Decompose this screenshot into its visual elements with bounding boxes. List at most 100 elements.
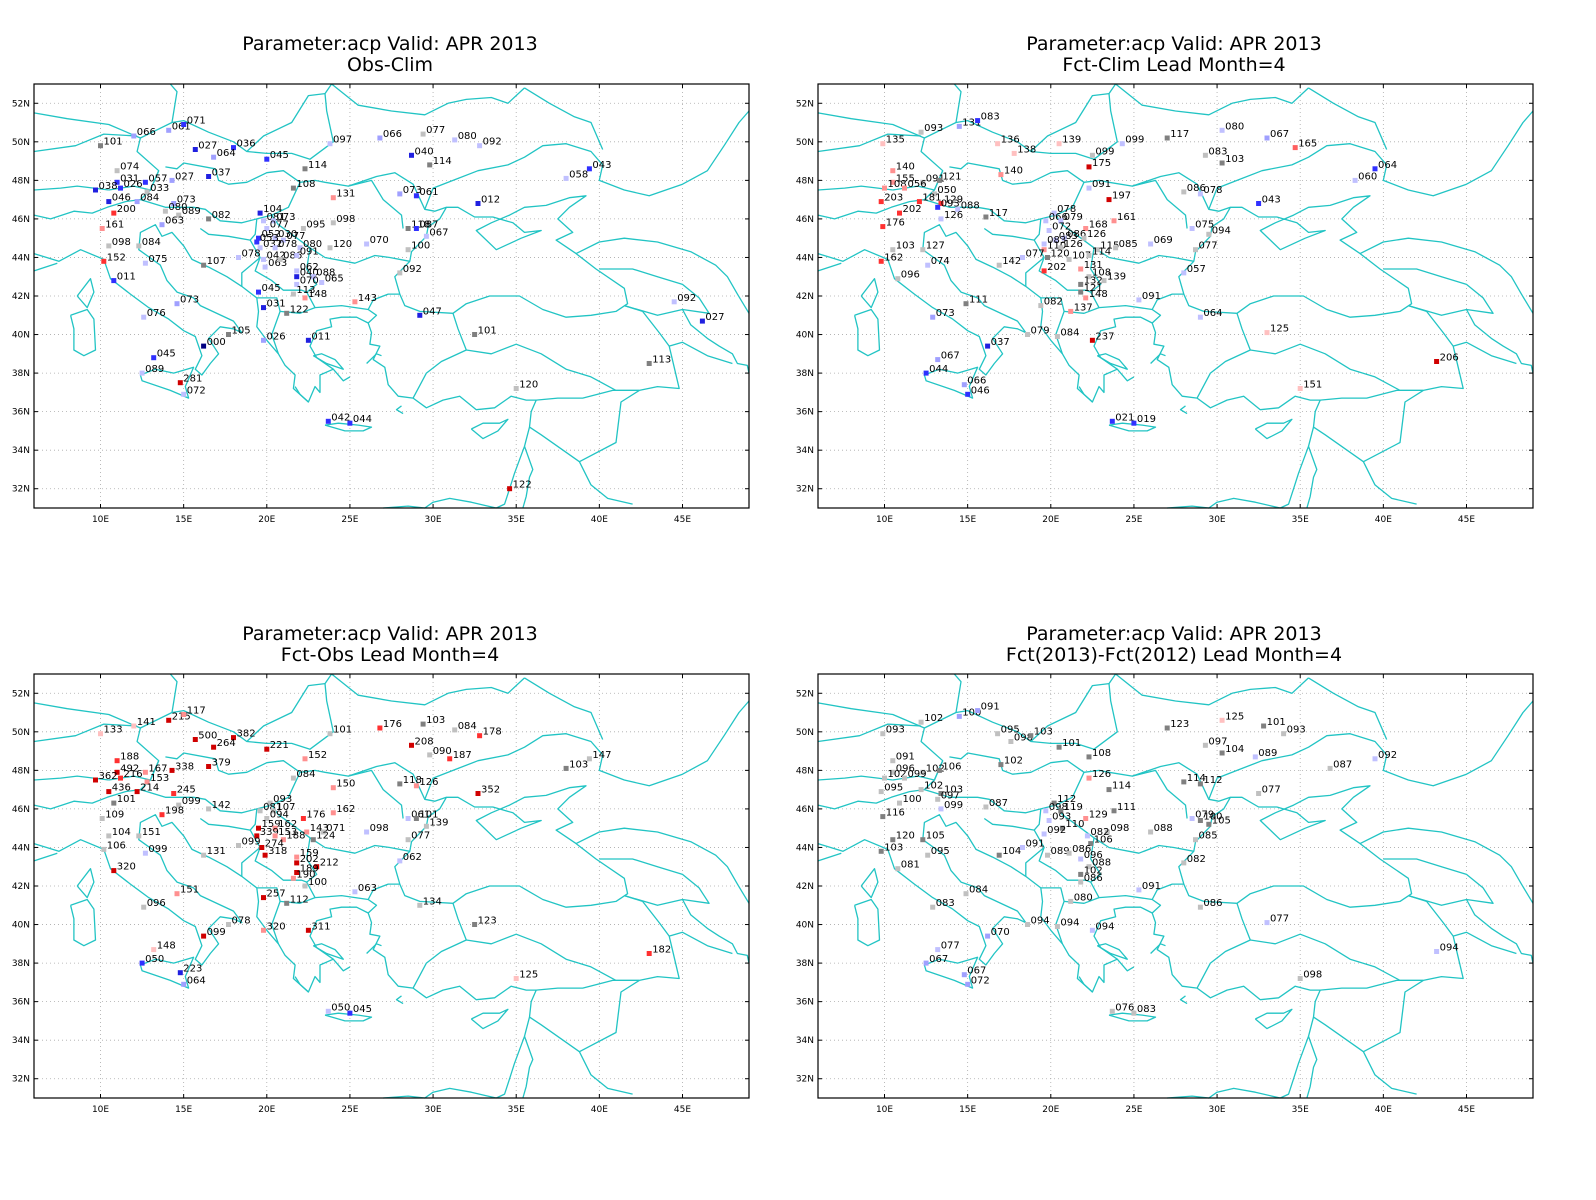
station-marker	[427, 162, 433, 168]
station-marker	[1086, 253, 1092, 258]
station-value-label: 078	[232, 916, 251, 927]
station-value-label: 042	[267, 250, 286, 261]
x-tick-label: 25E	[341, 515, 358, 525]
station-value-label: 056	[908, 179, 927, 190]
station-marker	[1131, 1010, 1137, 1016]
station-marker	[236, 255, 241, 260]
station-marker	[930, 904, 936, 910]
station-marker	[181, 981, 187, 987]
station-value-label: 071	[187, 116, 206, 127]
station-value-label: 000	[207, 337, 226, 348]
station-value-label: 076	[147, 308, 166, 319]
station-marker	[902, 185, 907, 191]
station-value-label: 161	[1117, 212, 1136, 223]
station-marker	[1181, 860, 1187, 866]
coastline	[1465, 899, 1534, 964]
station-value-label: 084	[458, 721, 477, 732]
station-marker	[261, 256, 266, 262]
station-value-label: 100	[962, 707, 981, 718]
station-value-label: 084	[140, 193, 159, 204]
station-marker	[646, 361, 652, 366]
station-marker	[1089, 927, 1095, 933]
station-value-label: 107	[276, 802, 295, 813]
station-marker	[1219, 717, 1225, 723]
station-value-label: 072	[187, 385, 206, 396]
coastline	[246, 682, 326, 742]
coastline	[1308, 677, 1388, 740]
station-marker	[447, 756, 453, 762]
station-marker	[890, 769, 896, 775]
station-map: 10E 15E 20E 25E 30E 35E 40E 45E 32N 34N 36N 38N 40N 4…	[12, 673, 750, 1115]
station-value-label: 032	[263, 239, 282, 250]
station-value-label: 085	[1119, 239, 1138, 250]
station-value-label: 027	[705, 312, 724, 323]
station-marker	[890, 168, 896, 174]
station-marker	[961, 972, 967, 978]
station-value-label: 131	[1084, 260, 1103, 271]
station-marker	[169, 177, 175, 183]
station-marker	[294, 274, 300, 280]
coastlines	[33, 673, 750, 1099]
station-value-label: 099	[242, 837, 261, 848]
station-marker	[290, 775, 296, 781]
coastline	[169, 83, 178, 123]
station-value-label: 110	[1065, 819, 1084, 830]
station-value-label: 115	[1100, 241, 1119, 252]
station-value-label: 083	[1137, 1004, 1156, 1015]
station-value-label: 078	[242, 249, 261, 260]
station-marker	[330, 810, 336, 816]
station-marker	[1352, 177, 1358, 183]
coastline	[1115, 673, 1309, 706]
station-value-label: 067	[1270, 129, 1289, 140]
station-value-label: 101	[333, 725, 352, 736]
station-value-label: 080	[458, 131, 477, 142]
station-marker	[1264, 135, 1270, 141]
coastline	[1078, 976, 1093, 993]
station-value-label: 047	[423, 306, 442, 317]
x-tick-label: 30E	[424, 515, 441, 525]
coastline	[1179, 405, 1188, 415]
station-marker	[477, 733, 483, 739]
coastline	[599, 268, 710, 316]
station-value-label: 026	[267, 331, 286, 342]
x-tick-label: 40E	[1375, 1105, 1392, 1115]
station-marker	[996, 262, 1002, 268]
y-tick-label: 34N	[796, 1036, 814, 1046]
coastline	[924, 172, 1413, 318]
coastline	[139, 366, 195, 399]
station-marker	[1264, 330, 1270, 336]
station-marker	[1011, 150, 1017, 156]
station-value-label: 066	[383, 129, 402, 140]
x-tick-label: 15E	[175, 515, 192, 525]
station-value-label: 097	[333, 135, 352, 146]
station-marker	[1189, 816, 1195, 821]
station-value-label: 125	[1225, 711, 1244, 722]
station-marker	[259, 845, 265, 850]
x-tick-label: 30E	[1208, 515, 1225, 525]
station-marker	[1111, 218, 1117, 224]
station-value-label: 098	[1014, 733, 1033, 744]
station-value-label: 063	[268, 258, 287, 269]
station-value-label: 257	[267, 889, 286, 900]
station-value-label: 136	[1001, 135, 1020, 146]
station-marker	[262, 264, 268, 270]
panel-fct2013-fct2012: Parameter:acp Valid: APR 2013 Fct(2013)-…	[784, 590, 1564, 1150]
station-value-label: 082	[1187, 854, 1206, 865]
station-value-label: 067	[929, 954, 948, 965]
coastline	[140, 172, 629, 318]
station-value-label: 116	[886, 808, 905, 819]
station-value-label: 081	[267, 212, 286, 223]
station-value-label: 101	[1267, 717, 1286, 728]
station-marker	[302, 883, 308, 889]
station-marker	[257, 245, 263, 251]
x-tick-label: 45E	[674, 1105, 691, 1115]
coastline	[1363, 979, 1424, 1053]
coastline	[681, 309, 750, 374]
coastline	[1040, 297, 1065, 355]
station-marker	[1086, 864, 1092, 870]
station-marker	[646, 951, 652, 956]
station-marker	[878, 848, 884, 854]
station-marker	[938, 216, 944, 222]
station-marker	[142, 179, 148, 185]
map-background	[34, 84, 749, 508]
